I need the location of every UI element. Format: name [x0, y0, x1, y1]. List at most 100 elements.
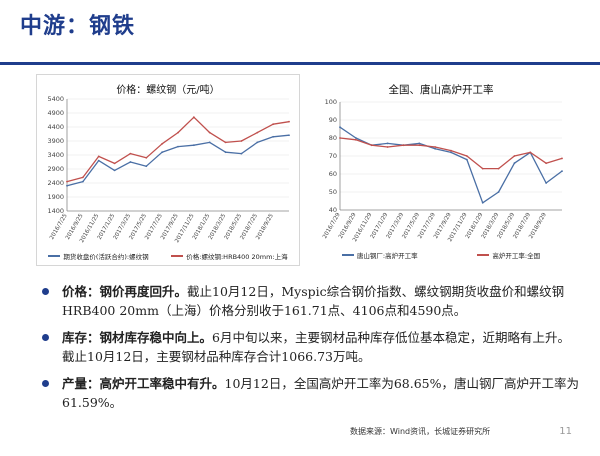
legend-label: 唐山钢厂:高炉开工率	[356, 252, 418, 260]
data-point	[370, 144, 373, 147]
data-point	[177, 131, 179, 134]
data-point	[129, 161, 132, 163]
data-point	[272, 135, 275, 138]
data-point	[418, 144, 421, 147]
y-tick-label: 60	[329, 170, 337, 178]
data-point	[256, 131, 259, 134]
data-point	[434, 146, 437, 148]
data-point	[161, 151, 164, 154]
data-point	[481, 201, 484, 204]
data-point	[402, 144, 405, 147]
data-point	[354, 138, 357, 141]
data-point	[288, 134, 290, 137]
data-point	[192, 144, 195, 147]
legend-item: 价格:螺纹钢:HRB400 20mm:上海	[171, 251, 288, 261]
legend-item: 高炉开工率:全国	[477, 250, 540, 260]
legend-swatch	[477, 254, 490, 256]
legend-swatch	[171, 255, 184, 257]
y-tick-label: 5400	[47, 95, 64, 103]
data-point	[97, 159, 100, 162]
data-point	[208, 141, 211, 144]
y-tick-label: 80	[329, 134, 337, 142]
data-point	[386, 146, 389, 148]
data-point	[81, 176, 84, 179]
bullet-lead: 库存：钢材库存稳中向上。	[62, 330, 213, 345]
data-point	[129, 152, 132, 155]
y-tick-label: 4900	[47, 109, 64, 117]
data-point	[161, 142, 164, 145]
data-point	[465, 155, 468, 157]
series-line	[66, 134, 290, 187]
chart-title: 全国、唐山高炉开工率	[388, 84, 494, 96]
y-tick-label: 4400	[47, 123, 64, 131]
bullet-item: 价格：钢价再度回升。截止10月12日，Myspic综合钢价指数、螺纹钢期货收盘价…	[40, 282, 580, 320]
data-point	[81, 180, 84, 183]
data-point	[113, 162, 116, 165]
bullet-text: 6月中旬以来，主要钢材品种库存低位基本稳定，近期略有上升。截止10月12日，主要…	[62, 330, 570, 364]
data-point	[240, 152, 243, 155]
bullet-lead: 产量：高炉开工率稳中有升。	[62, 376, 225, 391]
data-point	[513, 162, 516, 165]
y-tick-label: 100	[325, 98, 337, 106]
bullet-item: 库存：钢材库存稳中向上。6月中旬以来，主要钢材品种库存低位基本稳定，近期略有上升…	[40, 328, 580, 366]
chart-legend: 唐山钢厂:高炉开工率 高炉开工率:全国	[312, 250, 570, 260]
data-point	[561, 157, 563, 160]
data-point	[113, 169, 116, 172]
data-point	[145, 165, 148, 168]
y-tick-label: 70	[329, 152, 337, 160]
data-point	[497, 167, 500, 170]
bullet-dot	[42, 380, 49, 387]
data-point	[224, 151, 227, 154]
data-point	[208, 131, 211, 134]
y-tick-label: 2400	[47, 179, 64, 187]
data-point	[97, 155, 100, 158]
bullet-text: 10月12日，全国高炉开工率为68.65%，唐山钢厂高炉开工率为61.59%。	[62, 376, 579, 410]
data-point	[272, 123, 275, 126]
data-point	[66, 184, 68, 187]
data-point	[66, 180, 68, 183]
data-point	[240, 140, 243, 142]
y-tick-label: 50	[329, 188, 337, 196]
data-point	[339, 137, 341, 139]
chart-svg: 1400190024002900340039004400490054002016…	[47, 95, 290, 244]
data-point	[256, 141, 259, 144]
bullet-text: 截止10月12日，Myspic综合钢价指数、螺纹钢期货收盘价和螺纹钢HRB400…	[62, 284, 565, 318]
data-point	[434, 147, 437, 150]
bullet-dot	[42, 288, 49, 295]
legend-item: 唐山钢厂:高炉开工率	[341, 250, 418, 260]
data-point	[465, 158, 468, 161]
legend-label: 期货收盘价(活跃合约):螺纹钢	[63, 253, 149, 261]
legend-swatch	[48, 255, 61, 257]
data-point	[561, 170, 563, 173]
data-point	[497, 191, 500, 193]
data-point	[450, 151, 452, 154]
y-tick-label: 1400	[47, 207, 64, 215]
data-point	[145, 156, 148, 159]
bullet-lead: 价格：钢价再度回升。	[62, 284, 188, 299]
chart-legend: 期货收盘价(活跃合约):螺纹钢 价格:螺纹钢:HRB400 20mm:上海	[37, 251, 299, 261]
series-line	[339, 137, 563, 170]
page-number: 11	[559, 426, 572, 437]
y-tick-label: 2900	[47, 165, 64, 173]
blast-furnace-chart: 全国、唐山高炉开工率 40 50 60 70 80 90 100 2016/7/29 2016/…	[312, 74, 570, 264]
y-tick-label: 90	[329, 116, 337, 124]
bullet-dot	[42, 334, 49, 341]
rebar-price-chart: 价格：螺纹钢（元/吨） 1400 1900 2400 2900 3400 3900 4400…	[36, 74, 300, 266]
y-tick-label: 3900	[47, 137, 64, 145]
legend-item: 期货收盘价(活跃合约):螺纹钢	[48, 251, 149, 261]
title-rule	[0, 62, 600, 65]
data-point	[354, 137, 357, 139]
data-point	[529, 151, 532, 154]
data-point	[192, 116, 195, 119]
data-point	[224, 141, 227, 144]
data-point	[545, 182, 548, 184]
data-point	[545, 162, 548, 165]
data-source: 数据来源：Wind资讯，长城证券研究所	[350, 427, 491, 436]
chart-title: 价格：螺纹钢（元/吨）	[116, 85, 220, 96]
data-point	[288, 120, 290, 123]
series-line	[339, 126, 563, 204]
data-point	[177, 145, 179, 148]
chart-svg: 4050607080901002016/7/292016/9/292016/11…	[322, 98, 563, 243]
legend-label: 高炉开工率:全国	[492, 252, 541, 260]
slide-title: 中游：钢铁	[20, 14, 136, 39]
